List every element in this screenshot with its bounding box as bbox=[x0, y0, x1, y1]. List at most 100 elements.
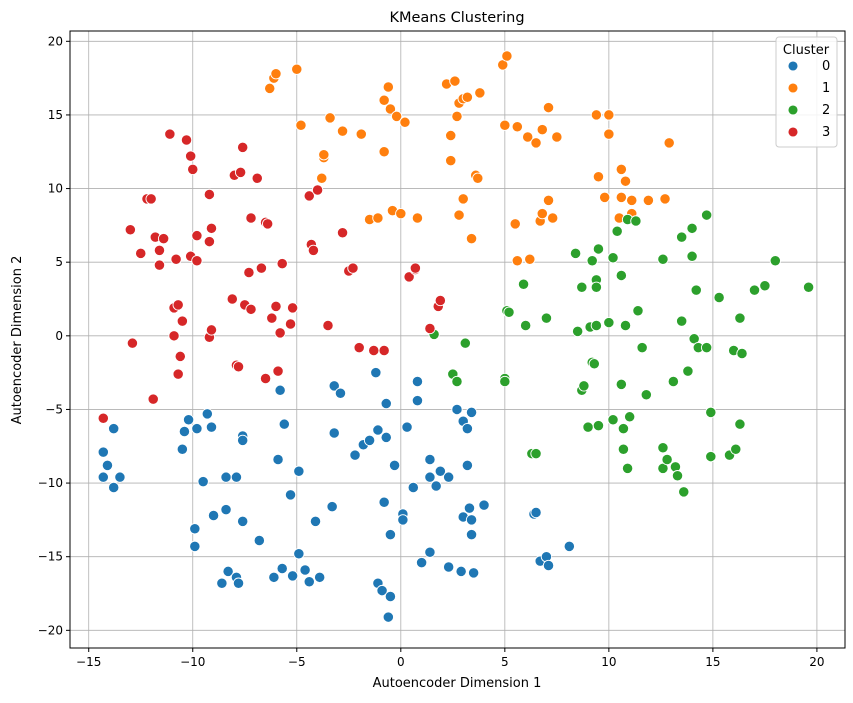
point-cluster-0 bbox=[272, 453, 284, 466]
point-cluster-2 bbox=[667, 375, 680, 388]
point-cluster-3 bbox=[322, 319, 334, 332]
point-cluster-3 bbox=[274, 327, 286, 339]
point-cluster-2 bbox=[582, 421, 594, 433]
point-cluster-3 bbox=[191, 230, 203, 242]
point-cluster-2 bbox=[459, 337, 471, 349]
point-cluster-1 bbox=[449, 75, 461, 87]
y-tick-label: −10 bbox=[38, 476, 63, 490]
point-cluster-3 bbox=[245, 303, 257, 315]
point-cluster-0 bbox=[542, 559, 555, 572]
point-cluster-2 bbox=[700, 341, 713, 354]
legend-title: Cluster bbox=[783, 43, 830, 58]
x-tick-label: 10 bbox=[601, 655, 616, 669]
point-cluster-0 bbox=[176, 443, 188, 455]
point-cluster-0 bbox=[97, 446, 109, 458]
point-cluster-3 bbox=[205, 324, 218, 336]
point-cluster-1 bbox=[547, 212, 559, 224]
point-cluster-1 bbox=[445, 129, 457, 142]
point-cluster-2 bbox=[615, 269, 627, 282]
point-cluster-2 bbox=[611, 225, 623, 237]
point-cluster-3 bbox=[124, 224, 136, 236]
point-cluster-1 bbox=[378, 146, 390, 158]
point-cluster-1 bbox=[318, 149, 330, 161]
point-cluster-0 bbox=[461, 422, 474, 435]
point-cluster-3 bbox=[353, 341, 365, 354]
point-cluster-0 bbox=[372, 424, 384, 436]
point-cluster-3 bbox=[180, 134, 193, 146]
legend-label-1: 1 bbox=[822, 81, 830, 96]
point-cluster-3 bbox=[262, 218, 274, 230]
point-cluster-1 bbox=[592, 171, 605, 183]
chart-title: KMeans Clustering bbox=[389, 10, 524, 26]
point-cluster-0 bbox=[415, 556, 428, 569]
point-cluster-1 bbox=[382, 81, 394, 93]
point-cluster-0 bbox=[108, 481, 120, 494]
point-cluster-0 bbox=[197, 475, 209, 488]
point-cluster-3 bbox=[172, 299, 184, 311]
point-cluster-3 bbox=[378, 344, 390, 357]
point-cluster-3 bbox=[266, 312, 278, 324]
point-cluster-2 bbox=[572, 325, 584, 338]
point-cluster-0 bbox=[222, 565, 234, 578]
point-cluster-1 bbox=[501, 50, 513, 62]
point-cluster-0 bbox=[465, 406, 478, 419]
point-cluster-2 bbox=[759, 280, 771, 292]
point-cluster-2 bbox=[578, 380, 590, 392]
point-cluster-2 bbox=[640, 389, 652, 401]
legend-marker-0 bbox=[787, 60, 799, 72]
x-tick-label: 15 bbox=[705, 655, 720, 669]
point-cluster-1 bbox=[524, 253, 536, 265]
point-cluster-3 bbox=[174, 350, 186, 363]
point-cluster-0 bbox=[178, 425, 191, 438]
point-cluster-0 bbox=[376, 584, 388, 597]
point-cluster-0 bbox=[443, 471, 455, 483]
y-axis-label: Autoencoder Dimension 2 bbox=[10, 256, 25, 425]
point-cluster-1 bbox=[390, 110, 403, 123]
point-cluster-0 bbox=[108, 422, 120, 435]
point-cluster-1 bbox=[457, 193, 469, 205]
point-cluster-2 bbox=[636, 341, 648, 354]
point-cluster-3 bbox=[234, 166, 247, 179]
point-cluster-3 bbox=[226, 293, 238, 305]
point-cluster-1 bbox=[615, 163, 627, 176]
point-cluster-1 bbox=[499, 119, 511, 131]
point-cluster-0 bbox=[182, 414, 195, 426]
point-cluster-2 bbox=[676, 315, 688, 327]
point-cluster-0 bbox=[384, 590, 397, 603]
point-cluster-1 bbox=[453, 209, 465, 221]
x-tick-label: 5 bbox=[501, 655, 509, 669]
point-cluster-0 bbox=[207, 509, 220, 522]
point-cluster-1 bbox=[264, 82, 276, 95]
point-cluster-1 bbox=[603, 128, 615, 140]
point-cluster-2 bbox=[705, 406, 717, 419]
point-cluster-0 bbox=[430, 480, 442, 492]
point-cluster-1 bbox=[372, 212, 384, 224]
point-cluster-2 bbox=[734, 312, 746, 324]
point-cluster-0 bbox=[465, 528, 478, 541]
point-cluster-0 bbox=[401, 421, 413, 433]
point-cluster-1 bbox=[445, 154, 457, 167]
point-cluster-2 bbox=[657, 253, 669, 265]
x-tick-label: 0 bbox=[397, 655, 405, 669]
point-cluster-3 bbox=[153, 259, 166, 271]
point-cluster-3 bbox=[126, 337, 139, 349]
point-cluster-0 bbox=[407, 481, 419, 494]
point-cluster-3 bbox=[185, 150, 197, 162]
legend-label-0: 0 bbox=[822, 59, 830, 74]
point-cluster-1 bbox=[626, 194, 638, 206]
point-cluster-2 bbox=[736, 347, 748, 360]
legend-label-2: 2 bbox=[822, 103, 830, 118]
point-cluster-3 bbox=[203, 235, 216, 248]
y-tick-label: −20 bbox=[38, 623, 63, 637]
point-cluster-2 bbox=[517, 278, 530, 290]
point-cluster-2 bbox=[686, 222, 698, 234]
point-cluster-2 bbox=[713, 291, 725, 304]
point-cluster-2 bbox=[802, 281, 815, 293]
point-cluster-2 bbox=[661, 453, 673, 466]
point-cluster-3 bbox=[336, 227, 349, 239]
point-cluster-2 bbox=[499, 375, 511, 388]
point-cluster-1 bbox=[399, 116, 411, 128]
point-cluster-3 bbox=[284, 318, 297, 330]
x-tick-label: −5 bbox=[288, 655, 306, 669]
point-cluster-2 bbox=[700, 209, 713, 221]
